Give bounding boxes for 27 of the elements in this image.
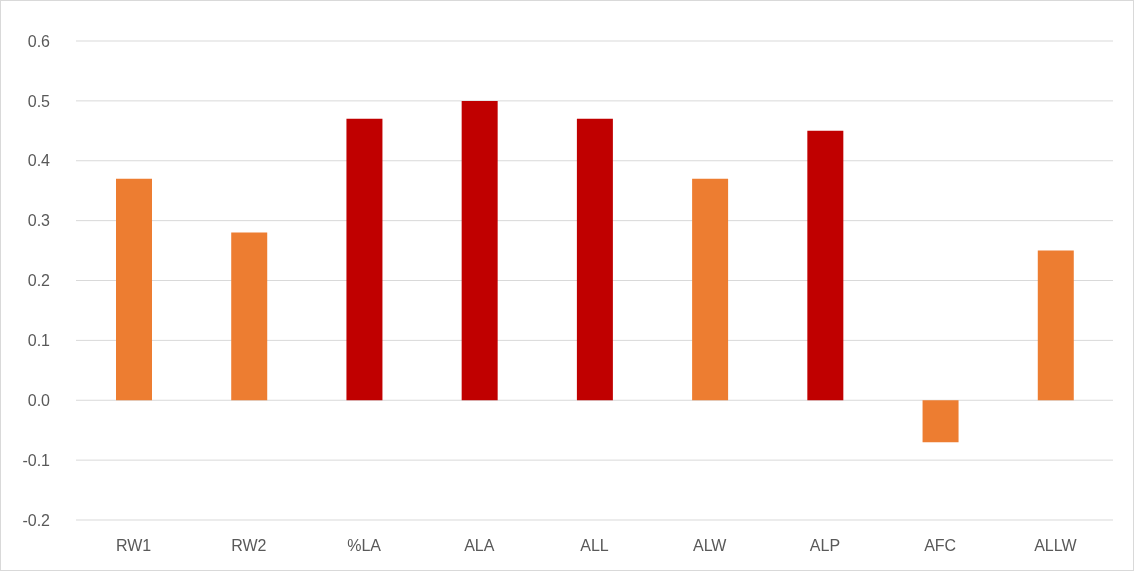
y-tick-label: -0.2 [22,511,51,529]
x-tick-label: ALL [580,537,609,555]
bar [346,118,383,401]
y-tick-label: 0.1 [27,332,51,350]
y-tick-label: 0.0 [27,391,51,409]
y-tick-label: 0.4 [27,152,51,170]
x-tick-label: ALP [809,537,841,555]
bar [231,232,268,401]
x-tick-label: ALW [692,537,728,555]
bar [807,130,844,401]
x-tick-label: %LA [347,537,382,555]
x-tick-label: RW2 [231,537,267,555]
y-tick-label: 0.5 [27,92,51,110]
bar [922,400,959,443]
y-tick-label: 0.2 [27,272,51,290]
y-tick-label: 0.3 [27,212,51,230]
bar [692,178,729,401]
x-tick-label: AFC [924,537,957,555]
x-tick-label: ALLW [1034,537,1078,555]
bar [461,100,498,401]
x-tick-label: RW1 [115,537,152,555]
y-tick-label: 0.6 [27,32,51,50]
bar [576,118,613,401]
bar [116,178,152,401]
bar [1037,250,1074,401]
x-tick-label: ALA [464,537,495,555]
y-tick-label: -0.1 [22,451,51,469]
